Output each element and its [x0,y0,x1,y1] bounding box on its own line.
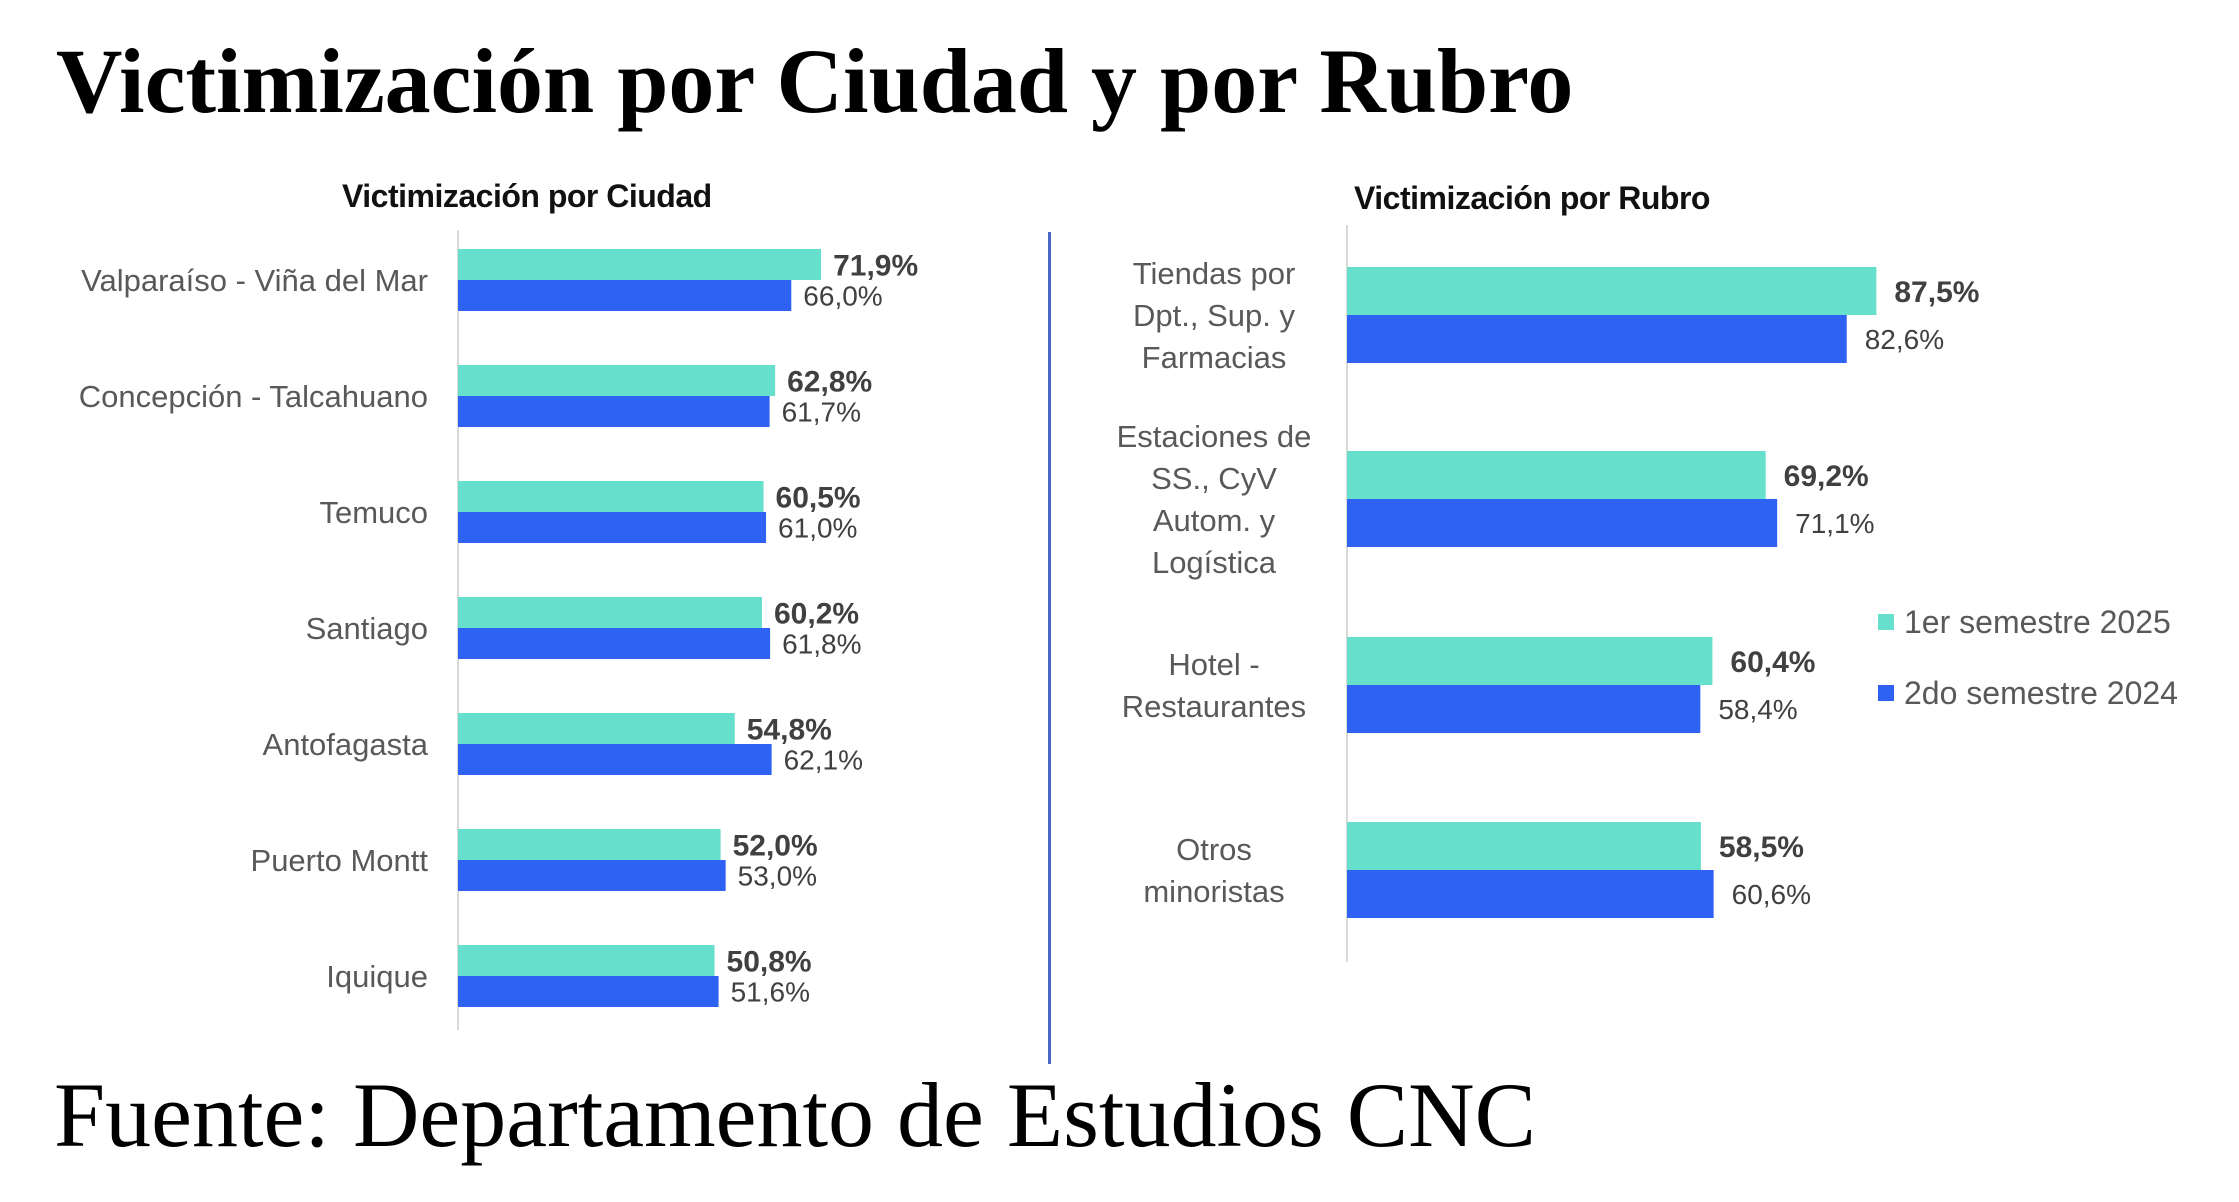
city-category-label: Antofagasta [263,727,429,762]
city-bar-series2 [458,860,726,891]
sector-category-label: Hotel - [1168,647,1259,682]
legend-swatch-series1 [1878,614,1894,630]
city-chart-title: Victimización por Ciudad [342,178,712,214]
sector-category-label: Restaurantes [1122,689,1306,724]
city-bar-series2 [458,280,792,311]
city-category-label: Concepción - Talcahuano [79,379,428,414]
city-category-label: Iquique [326,959,428,994]
city-bar-series2 [458,744,772,775]
city-bar-series1 [458,945,715,976]
city-bar-series2 [458,628,771,659]
sector-category-label: Estaciones de [1117,419,1312,454]
city-data-label-series1: 60,2% [774,598,859,631]
sector-bar-series2 [1347,499,1778,547]
city-bar-series1 [458,829,721,860]
city-bar-series1 [458,713,735,744]
city-bar-series1 [458,365,776,396]
sector-bar-series2 [1347,870,1714,918]
sector-data-label-series2: 82,6% [1865,324,1944,355]
sector-bar-series2 [1347,685,1701,733]
sector-chart-title: Victimización por Rubro [1354,180,1710,216]
source-note: Fuente: Departamento de Estudios CNC [54,1064,1536,1166]
sector-bar-series1 [1347,451,1766,499]
legend-label-series1: 1er semestre 2025 [1904,603,2171,640]
sector-category-label: Farmacias [1142,340,1287,375]
legend-label-series2: 2do semestre 2024 [1904,674,2178,711]
panel-divider [1048,232,1051,1064]
city-data-label-series1: 50,8% [727,946,812,979]
sector-category-label: Otros [1176,832,1252,867]
sector-bar-series2 [1347,315,1847,363]
sector-category-label: Tiendas por [1133,256,1296,291]
city-data-label-series2: 62,1% [784,745,863,776]
city-bar-series1 [458,249,822,280]
sector-category-label: Logística [1152,545,1277,580]
sector-bar-series1 [1347,822,1701,870]
sector-data-label-series1: 60,4% [1730,646,1815,679]
city-bar-series2 [458,512,767,543]
city-data-label-series1: 54,8% [747,714,832,747]
city-data-label-series2: 53,0% [738,861,817,892]
sector-data-label-series2: 71,1% [1795,508,1874,539]
city-data-label-series1: 52,0% [733,830,818,863]
legend-item-series1: 1er semestre 2025 [1878,604,2178,640]
legend-swatch-series2 [1878,685,1894,701]
sector-data-label-series2: 60,6% [1732,879,1811,910]
legend-item-series2: 2do semestre 2024 [1878,675,2178,711]
sector-data-label-series1: 58,5% [1719,831,1804,864]
sector-bar-series1 [1347,637,1713,685]
city-bar-series1 [458,597,763,628]
city-data-label-series2: 66,0% [803,281,882,312]
city-bar-series2 [458,976,719,1007]
city-data-label-series1: 71,9% [833,250,918,283]
sector-data-label-series2: 58,4% [1718,694,1797,725]
chart-legend: 1er semestre 2025 2do semestre 2024 [1878,604,2178,746]
city-category-label: Puerto Montt [251,843,429,878]
city-data-label-series1: 60,5% [776,482,861,515]
sector-category-label: minoristas [1143,874,1284,909]
city-bar-series2 [458,396,770,427]
sector-category-label: SS., CyV [1151,461,1277,496]
sector-bar-series1 [1347,267,1877,315]
city-data-label-series1: 62,8% [787,366,872,399]
city-data-label-series2: 61,8% [782,629,861,660]
city-data-label-series2: 51,6% [731,977,810,1008]
city-bar-series1 [458,481,764,512]
city-category-label: Santiago [306,611,428,646]
main-title: Victimización por Ciudad y por Rubro [56,30,1574,132]
sector-category-label: Autom. y [1153,503,1276,538]
sector-data-label-series1: 87,5% [1894,276,1979,309]
sector-category-label: Dpt., Sup. y [1133,298,1295,333]
city-data-label-series2: 61,7% [782,397,861,428]
city-category-label: Temuco [319,495,428,530]
city-data-label-series2: 61,0% [778,513,857,544]
city-category-label: Valparaíso - Viña del Mar [81,263,428,298]
sector-data-label-series1: 69,2% [1784,460,1869,493]
